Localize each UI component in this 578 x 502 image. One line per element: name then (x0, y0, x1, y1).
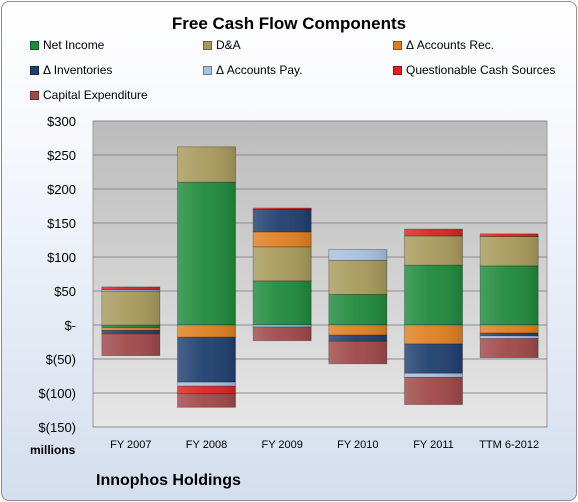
legend-swatch (30, 91, 39, 100)
bar-segment-net-income-fy-2009 (252, 280, 312, 326)
bar-segment-inventories-fy-2008 (177, 336, 236, 383)
unit-label: millions (30, 443, 76, 457)
bar-segment-d-a-fy-2007 (101, 290, 161, 326)
bar-segment-questionable-cash-sources-ttm-6-2012 (479, 233, 539, 238)
bar-segment-net-income-fy-2011 (404, 264, 463, 326)
bar-segment-accounts-pay-fy-2011 (404, 372, 463, 378)
legend-swatch (30, 41, 39, 50)
y-tick-label: $- (64, 318, 76, 333)
bar-segment-net-income-ttm-6-2012 (479, 265, 539, 326)
y-tick-label: $100 (47, 250, 76, 265)
x-tick-label-fy-2009: FY 2009 (261, 439, 302, 451)
bar-segment-accounts-rec-ttm-6-2012 (479, 324, 539, 334)
x-tick-label-fy-2007: FY 2007 (110, 439, 151, 451)
legend-label: Questionable Cash Sources (406, 63, 556, 77)
plot-background (92, 120, 548, 428)
y-tick-label: $50 (54, 284, 76, 299)
y-tick-label: $300 (47, 114, 76, 129)
x-tick-label-fy-2008: FY 2008 (186, 439, 227, 451)
bar-segment-capital-expenditure-fy-2008 (177, 393, 236, 408)
x-tick-label-fy-2010: FY 2010 (337, 439, 378, 451)
bar-segment-accounts-rec-fy-2007 (101, 327, 161, 331)
legend-item-capital-expenditure: Capital Expenditure (30, 88, 148, 102)
x-tick-label-ttm-6-2012: TTM 6-2012 (479, 439, 539, 451)
bar-segment-accounts-rec-fy-2008 (177, 324, 236, 338)
chart-title: Free Cash Flow Components (171, 14, 407, 33)
legend-label: Δ Inventories (43, 63, 113, 77)
bar-segment-d-a-fy-2010 (328, 259, 388, 295)
bar-segment-questionable-cash-sources-fy-2011 (404, 228, 463, 237)
y-tick-label: $150 (47, 216, 76, 231)
y-tick-label: $(50) (46, 352, 76, 367)
bar-segment-inventories-ttm-6-2012 (479, 332, 539, 337)
bar-segment-capital-expenditure-fy-2009 (252, 326, 312, 342)
y-tick-label: $(100) (38, 386, 76, 401)
bar-segment-net-income-fy-2007 (101, 324, 161, 329)
bar-segment-d-a-fy-2011 (404, 235, 463, 266)
bar-segment-accounts-pay-ttm-6-2012 (479, 335, 539, 340)
bar-segment-net-income-fy-2008 (177, 181, 236, 326)
legend-label: Δ Accounts Pay. (216, 63, 303, 77)
legend-item-accounts-rec: Δ Accounts Rec. (393, 38, 494, 52)
bar-segment-net-income-fy-2010 (328, 293, 388, 326)
legend-swatch (203, 66, 212, 75)
bar-segment-questionable-cash-sources-fy-2007 (101, 286, 161, 291)
bar-segment-d-a-fy-2009 (252, 246, 312, 282)
bar-segment-inventories-fy-2007 (101, 330, 161, 335)
bar-segment-accounts-rec-fy-2009 (252, 231, 312, 248)
bar-segment-accounts-rec-fy-2011 (404, 324, 463, 345)
bar-segment-questionable-cash-sources-fy-2009 (252, 207, 312, 210)
bar-segment-d-a-ttm-6-2012 (479, 236, 539, 267)
bar-segment-inventories-fy-2009 (252, 208, 312, 233)
bar-segment-inventories-fy-2011 (404, 343, 463, 374)
legend-swatch (393, 66, 402, 75)
legend-label: Net Income (43, 38, 105, 52)
bar-segment-inventories-fy-2010 (328, 334, 388, 342)
x-tick-label-fy-2011: FY 2011 (413, 439, 454, 451)
source-label: Innophos Holdings (96, 472, 241, 489)
legend-label: Δ Accounts Rec. (406, 38, 495, 52)
legend-item-inventories: Δ Inventories (30, 63, 112, 77)
bar-segment-capital-expenditure-fy-2007 (101, 333, 161, 356)
bar-segment-accounts-rec-fy-2010 (328, 324, 388, 336)
legend-label: Capital Expenditure (43, 88, 148, 102)
bar-segment-accounts-pay-fy-2010 (328, 249, 388, 261)
bar-segment-capital-expenditure-ttm-6-2012 (479, 338, 539, 359)
legend-item-accounts-pay: Δ Accounts Pay. (203, 63, 303, 77)
legend-swatch (30, 66, 39, 75)
legend-item-net-income: Net Income (30, 38, 104, 52)
legend-item-d-a: D&A (203, 38, 241, 52)
bar-segment-questionable-cash-sources-fy-2008 (177, 385, 236, 395)
legend-swatch (393, 41, 402, 50)
bar-segment-accounts-pay-fy-2008 (177, 381, 236, 387)
legend-swatch (203, 41, 212, 50)
legend-item-questionable-cash-sources: Questionable Cash Sources (393, 63, 555, 77)
bar-segment-capital-expenditure-fy-2010 (328, 340, 388, 365)
legend-label: D&A (216, 38, 241, 52)
y-tick-label: $(150) (38, 420, 76, 435)
bar-segment-capital-expenditure-fy-2011 (404, 376, 463, 405)
y-tick-label: $200 (47, 182, 76, 197)
bar-segment-d-a-fy-2008 (177, 146, 236, 183)
y-tick-label: $250 (47, 148, 76, 163)
